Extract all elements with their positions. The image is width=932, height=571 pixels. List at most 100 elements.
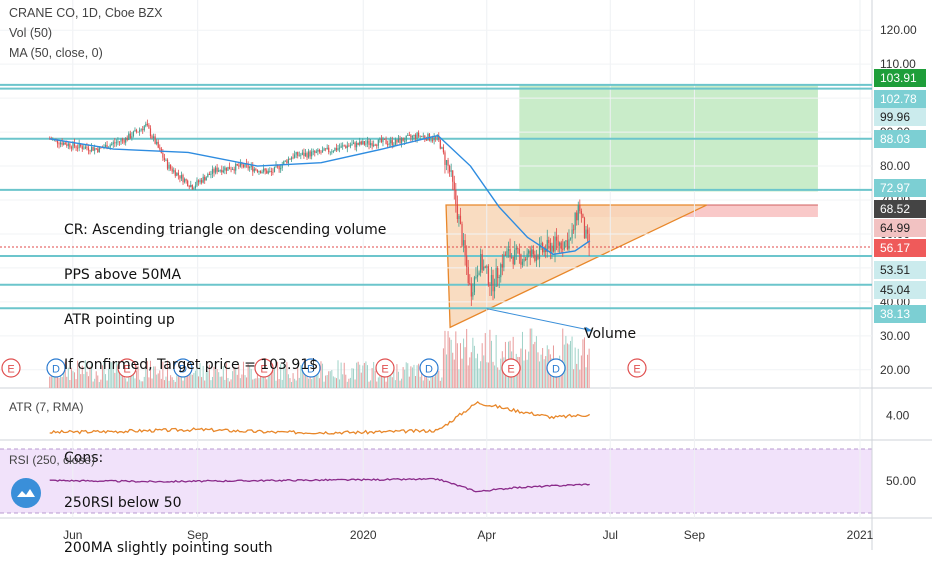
candle-body <box>59 142 62 145</box>
candle-body <box>301 152 303 155</box>
candle-body <box>63 142 65 145</box>
candle-body <box>149 128 152 137</box>
event-marker-label: D <box>425 364 433 376</box>
candle-body <box>346 145 348 148</box>
volume-bar <box>106 380 108 388</box>
candle-body <box>442 147 445 153</box>
volume-bar <box>171 377 173 388</box>
candle-body <box>480 254 482 273</box>
candle-body <box>414 134 417 139</box>
candle-body <box>258 170 260 172</box>
candle-body <box>411 136 414 138</box>
volume-bar <box>579 369 581 388</box>
volume-bar <box>143 376 145 388</box>
volume-bar <box>230 379 232 388</box>
candle-body <box>577 204 579 221</box>
candle-body <box>185 179 187 181</box>
candle-body <box>430 139 432 141</box>
volume-bar <box>441 377 443 388</box>
candle-body <box>66 144 68 146</box>
volume-bar <box>463 338 465 388</box>
volume-annotation: Volume <box>584 326 637 342</box>
candle-body <box>390 140 392 144</box>
volume-bar <box>202 365 204 388</box>
volume-bar <box>185 366 187 388</box>
volume-bar <box>193 372 195 388</box>
candle-body <box>143 126 145 131</box>
event-marker-label: D <box>179 364 187 376</box>
volume-bar <box>566 343 568 388</box>
volume-bar <box>342 374 344 388</box>
candle-body <box>145 123 147 127</box>
volume-bar <box>539 361 541 388</box>
volume-bar <box>94 378 96 388</box>
candle-body <box>259 170 262 174</box>
candle-body <box>83 148 85 150</box>
volume-bar <box>393 369 395 388</box>
candle-body <box>473 277 476 293</box>
candle-body <box>362 141 364 145</box>
candle-body <box>493 286 496 292</box>
volume-trend-line <box>486 308 593 332</box>
volume-bar <box>360 372 362 388</box>
candle-body <box>208 173 210 175</box>
volume-bar <box>84 360 86 388</box>
volume-bar <box>145 368 147 388</box>
candle-body <box>267 171 269 174</box>
volume-bar <box>374 370 376 388</box>
candle-body <box>335 147 338 151</box>
candle-body <box>524 258 527 260</box>
candle-body <box>551 245 553 254</box>
candle-body <box>294 154 296 158</box>
volume-bar <box>349 377 351 388</box>
price-label-text: 64.99 <box>880 221 910 235</box>
candle-body <box>555 236 558 241</box>
volume-bar <box>213 366 215 388</box>
candle-body <box>573 229 575 231</box>
candle-body <box>86 146 88 148</box>
candle-body <box>131 136 133 139</box>
volume-bar <box>86 371 88 388</box>
analysis-annotation: CR: Ascending triangle on descending vol… <box>64 193 386 571</box>
volume-bar <box>117 363 119 388</box>
candle-body <box>352 142 355 145</box>
price-label-text: 88.03 <box>880 132 910 146</box>
volume-bar <box>263 370 265 388</box>
price-label-text: 99.96 <box>880 110 910 124</box>
candle-body <box>337 148 339 151</box>
tradingview-logo-icon[interactable] <box>11 478 41 508</box>
volume-bar <box>413 364 415 388</box>
volume-bar <box>334 377 336 388</box>
volume-bar <box>588 348 590 388</box>
volume-bar <box>125 378 127 388</box>
volume-bar <box>332 376 334 388</box>
candle-body <box>111 143 113 146</box>
price-label-badge: 99.96 <box>874 108 926 126</box>
candle-body <box>470 283 472 297</box>
candle-body <box>466 255 468 268</box>
candle-body <box>182 174 184 183</box>
candle-body <box>340 145 342 148</box>
candle-body <box>576 212 578 221</box>
candle-body <box>121 139 124 141</box>
candle-body <box>332 151 334 152</box>
candle-body <box>436 135 438 138</box>
volume-bar <box>444 330 446 388</box>
ma50-line <box>49 134 591 256</box>
candle-body <box>90 147 93 152</box>
volume-bar <box>163 380 165 388</box>
candle-body <box>117 141 119 143</box>
volume-bar <box>574 347 576 388</box>
volume-bar <box>380 368 382 388</box>
volume-bar <box>301 365 303 388</box>
x-tick-label: Sep <box>684 528 706 542</box>
volume-bar <box>435 371 437 388</box>
annotation-line: Cons: <box>64 450 104 466</box>
candle-body <box>165 159 167 161</box>
volume-bar <box>345 374 347 388</box>
volume-bar <box>459 343 461 388</box>
volume-bar <box>131 373 133 388</box>
volume-bar <box>216 369 218 388</box>
volume-bar <box>239 378 241 388</box>
volume-bar <box>120 364 122 388</box>
